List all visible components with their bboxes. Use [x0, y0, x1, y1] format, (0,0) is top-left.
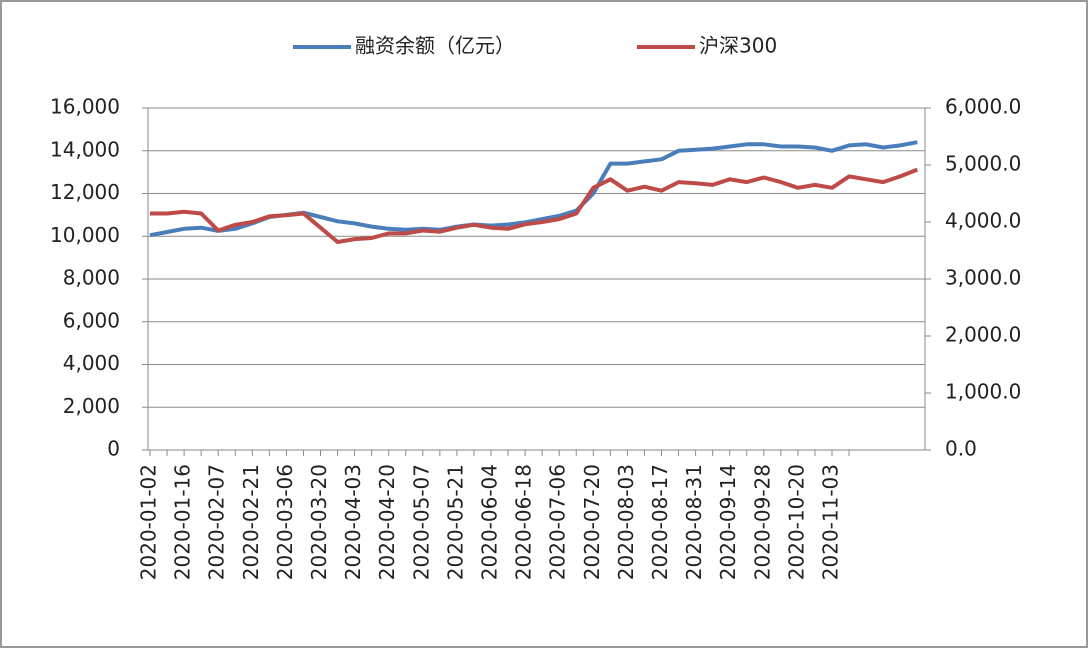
x-tick-label: 2020-08-03	[614, 464, 638, 580]
x-tick-label: 2020-07-20	[580, 464, 604, 580]
x-tick-label: 2020-07-06	[546, 464, 570, 580]
x-tick-label: 2020-08-31	[682, 464, 706, 580]
x-tick-label: 2020-02-07	[205, 464, 229, 580]
y-tick-label: 14,000	[50, 137, 120, 161]
y2-tick-label: 4,000.0	[945, 209, 1021, 233]
legend-label: 融资余额（亿元）	[355, 34, 515, 58]
y-tick-label: 4,000	[63, 351, 120, 375]
y-tick-label: 2,000	[63, 394, 120, 418]
y-tick-label: 6,000	[63, 308, 120, 332]
y2-tick-label: 3,000.0	[945, 266, 1021, 290]
x-tick-label: 2020-10-20	[784, 464, 808, 580]
x-tick-label: 2020-04-20	[375, 464, 399, 580]
y-tick-label: 8,000	[63, 266, 120, 290]
x-tick-label: 2020-09-14	[716, 464, 740, 580]
y-tick-label: 0	[107, 437, 120, 461]
y2-tick-label: 2,000.0	[945, 323, 1021, 347]
y-tick-label: 10,000	[50, 223, 120, 247]
y-tick-label: 16,000	[50, 95, 120, 119]
y2-tick-label: 1,000.0	[945, 380, 1021, 404]
series-line	[150, 167, 919, 244]
x-tick-label: 2020-01-02	[137, 464, 161, 580]
x-tick-label: 2020-06-18	[512, 464, 536, 580]
x-tick-label: 2020-05-07	[409, 464, 433, 580]
x-tick-label: 2020-01-16	[171, 464, 195, 580]
y2-tick-label: 0.0	[945, 437, 977, 461]
y-tick-label: 12,000	[50, 180, 120, 204]
y2-tick-label: 5,000.0	[945, 152, 1021, 176]
x-tick-label: 2020-09-28	[750, 464, 774, 580]
x-tick-label: 2020-05-21	[443, 464, 467, 580]
x-tick-label: 2020-06-04	[478, 464, 502, 580]
x-tick-label: 2020-03-06	[273, 464, 297, 580]
x-tick-label: 2020-11-03	[819, 464, 843, 580]
legend-label: 沪深300	[699, 34, 777, 58]
x-tick-label: 2020-04-03	[341, 464, 365, 580]
y2-tick-label: 6,000.0	[945, 95, 1021, 119]
x-tick-label: 2020-08-17	[648, 464, 672, 580]
x-tick-label: 2020-03-20	[307, 464, 331, 580]
x-tick-label: 2020-02-21	[239, 464, 263, 580]
